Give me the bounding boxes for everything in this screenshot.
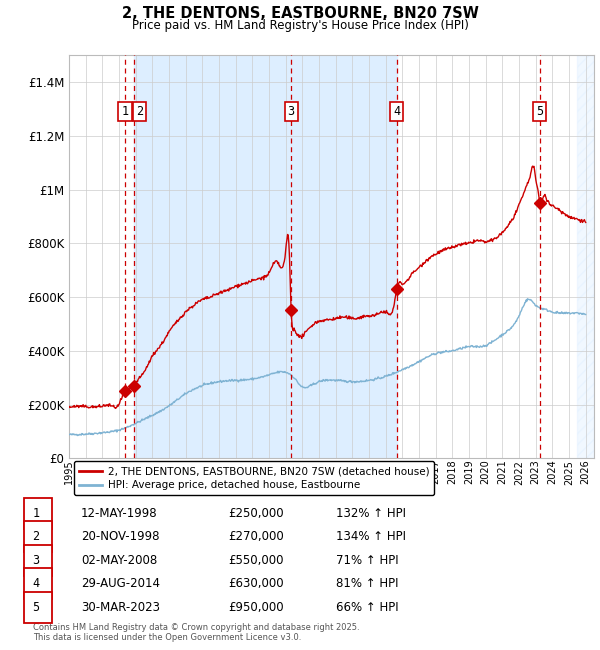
- Text: 1: 1: [121, 105, 128, 118]
- Text: 4: 4: [393, 105, 400, 118]
- Text: 3: 3: [32, 554, 40, 567]
- Text: 134% ↑ HPI: 134% ↑ HPI: [336, 530, 406, 543]
- Text: 2: 2: [136, 105, 143, 118]
- Text: 2, THE DENTONS, EASTBOURNE, BN20 7SW: 2, THE DENTONS, EASTBOURNE, BN20 7SW: [122, 6, 478, 21]
- Bar: [577, 55, 594, 458]
- Text: £270,000: £270,000: [228, 530, 284, 543]
- Legend: 2, THE DENTONS, EASTBOURNE, BN20 7SW (detached house), HPI: Average price, detac: 2, THE DENTONS, EASTBOURNE, BN20 7SW (de…: [74, 462, 434, 495]
- Text: £250,000: £250,000: [228, 507, 284, 520]
- Text: 30-MAR-2023: 30-MAR-2023: [81, 601, 160, 614]
- Text: 71% ↑ HPI: 71% ↑ HPI: [336, 554, 398, 567]
- Text: 4: 4: [32, 577, 40, 590]
- Text: 20-NOV-1998: 20-NOV-1998: [81, 530, 160, 543]
- Text: 132% ↑ HPI: 132% ↑ HPI: [336, 507, 406, 520]
- Text: 66% ↑ HPI: 66% ↑ HPI: [336, 601, 398, 614]
- Text: 02-MAY-2008: 02-MAY-2008: [81, 554, 157, 567]
- Text: £550,000: £550,000: [228, 554, 284, 567]
- Text: Price paid vs. HM Land Registry's House Price Index (HPI): Price paid vs. HM Land Registry's House …: [131, 20, 469, 32]
- Text: 1: 1: [32, 507, 40, 520]
- Text: £950,000: £950,000: [228, 601, 284, 614]
- Text: 5: 5: [32, 601, 40, 614]
- Text: 29-AUG-2014: 29-AUG-2014: [81, 577, 160, 590]
- Bar: [291, 55, 397, 458]
- Text: Contains HM Land Registry data © Crown copyright and database right 2025.
This d: Contains HM Land Registry data © Crown c…: [33, 623, 359, 642]
- Text: 3: 3: [287, 105, 295, 118]
- Text: 2: 2: [32, 530, 40, 543]
- Text: £630,000: £630,000: [228, 577, 284, 590]
- Bar: [134, 55, 291, 458]
- Text: 12-MAY-1998: 12-MAY-1998: [81, 507, 158, 520]
- Text: 5: 5: [536, 105, 544, 118]
- Text: 81% ↑ HPI: 81% ↑ HPI: [336, 577, 398, 590]
